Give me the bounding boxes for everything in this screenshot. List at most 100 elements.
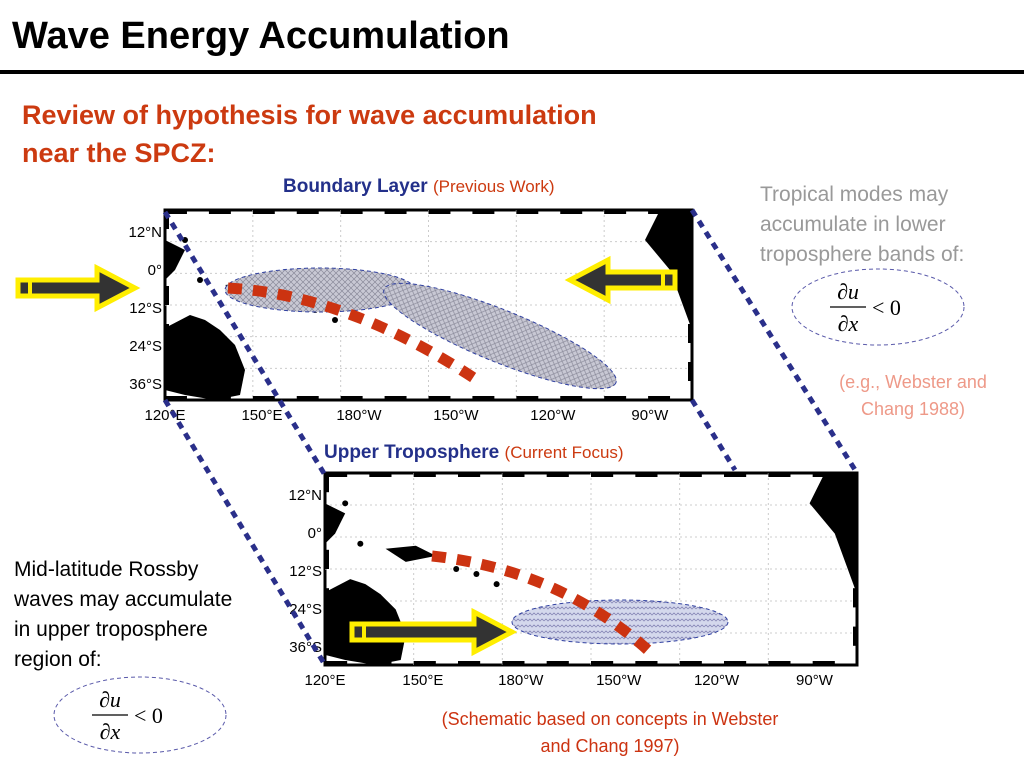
border-tick [546,661,569,666]
border-tick [604,396,627,401]
connector-lines [162,208,860,667]
border-tick [768,661,791,666]
border-tick [165,396,187,401]
note-line: accumulate in lower [760,213,946,236]
border-tick [325,472,348,477]
lon-label: 90°W [631,407,669,424]
note-line: in upper troposphere [14,618,208,641]
lat-label: 12°N [288,487,322,504]
lon-label: 150°E [241,407,282,424]
citation-line: Chang 1988) [861,399,965,419]
island [342,500,349,507]
border-tick [502,661,525,666]
border-tick [853,473,858,493]
border-tick [208,209,231,214]
border-tick [812,661,835,666]
border-tick [369,472,392,477]
border-tick [560,209,583,214]
border-tick [812,472,835,477]
border-tick [648,396,671,401]
border-tick [688,324,693,343]
land [665,215,692,240]
heading-note: (Previous Work) [433,177,555,196]
border-tick [724,661,747,666]
border-tick [325,661,348,666]
border-tick [853,588,858,608]
heading: Upper Troposphere [324,442,499,463]
lat-label: 12°S [289,563,322,580]
formula-outline [791,268,965,346]
note-line: Mid-latitude Rossby [14,558,199,581]
lon-label: 180°W [498,672,544,689]
border-tick [458,661,481,666]
border-tick [635,661,658,666]
border-tick [688,248,693,267]
border-tick [252,396,275,401]
land [385,545,437,562]
citation-line: and Chang 1997) [540,736,679,756]
border-tick [164,362,169,381]
land [325,503,346,544]
land [829,478,857,504]
border-tick [340,396,363,401]
border-tick [165,209,187,214]
border-tick [768,472,791,477]
island [197,277,203,283]
arrow [349,607,518,657]
island [493,581,500,588]
lon-label: 150°E [402,672,443,689]
border-tick [252,209,275,214]
map: 12°N 0° 12°S 24°S 36°S 120°E 150°E 180°W 150°W 12… [288,471,859,689]
lat-label: 36°S [289,639,322,656]
border-tick [458,472,481,477]
lon-label: 90°W [796,672,834,689]
citation-line: (Schematic based on concepts in Webster [442,709,779,729]
border-tick [648,209,671,214]
border-tick [853,626,858,646]
formula-outline [53,676,227,754]
lat-label: 0° [308,525,322,542]
land [165,315,245,400]
lat-label: 24°S [129,338,162,355]
border-tick [164,248,169,267]
formula-denominator: ∂x [100,719,121,744]
border-tick [340,209,363,214]
lon-label: 120°E [304,672,345,689]
formula-relation: < 0 [872,295,901,320]
lon-label: 150°W [596,672,642,689]
subtitle: Review of hypothesis for wave accumulati… [22,100,597,130]
formula-denominator: ∂x [838,311,859,336]
border-tick [413,472,436,477]
border-tick [324,626,329,646]
map: 12°N 0° 12°S 24°S 36°S 120°E 150°E 180°W 150°W 12… [128,208,694,424]
border-tick [324,473,329,493]
border-tick [384,209,407,214]
border-tick [724,472,747,477]
lat-label: 12°S [129,300,162,317]
island [473,571,480,578]
border-tick [853,549,858,569]
note-line: region of: [14,648,102,671]
border-tick [688,210,693,229]
border-tick [591,472,614,477]
border-tick [546,472,569,477]
border-tick [853,511,858,531]
heading: Boundary Layer [283,176,428,197]
border-tick [384,396,407,401]
lon-label: 120°E [144,407,185,424]
note-line: troposphere bands of: [760,243,964,266]
island [332,317,338,323]
wave-path [227,282,484,387]
border-tick [428,209,451,214]
border-tick [516,396,539,401]
border-tick [428,396,451,401]
border-tick [472,396,495,401]
border-tick [560,396,583,401]
border-tick [604,209,627,214]
border-tick [591,661,614,666]
border-tick [296,209,319,214]
lon-label: 180°W [336,407,382,424]
arrow [15,263,141,313]
formula-relation: < 0 [134,703,163,728]
heading-note: (Current Focus) [505,443,624,462]
